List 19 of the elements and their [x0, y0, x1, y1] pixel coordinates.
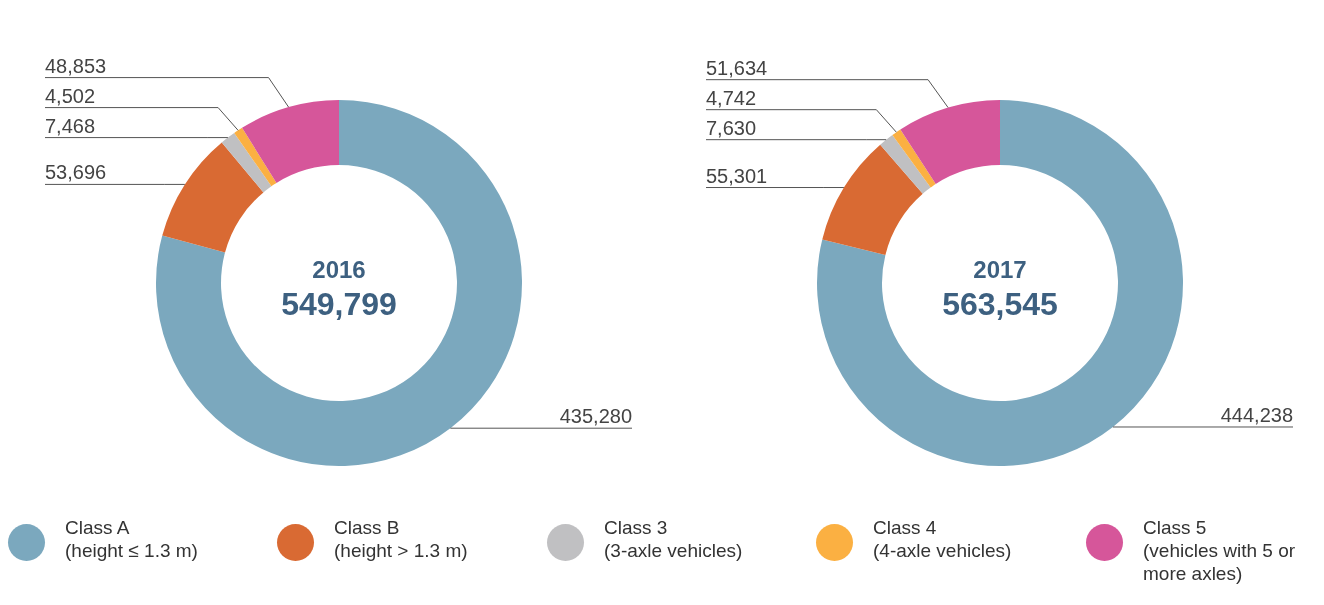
text: 2016: [312, 256, 366, 283]
legend-label: Class B (height > 1.3 m): [334, 516, 468, 562]
data-label: 4,502: [45, 84, 96, 107]
data-label: 51,634: [706, 56, 768, 79]
legend-label: Class 4 (4-axle vehicles): [873, 516, 1012, 562]
legend-label: Class A (height ≤ 1.3 m): [65, 516, 198, 562]
text: 549,799: [281, 286, 397, 322]
text: 563,545: [942, 286, 1058, 322]
data-label: 53,696: [45, 161, 107, 184]
data-label: 7,630: [706, 116, 757, 139]
data-label: 48,853: [45, 54, 107, 77]
text: 2017: [973, 256, 1027, 283]
data-label: 444,238: [1220, 403, 1293, 426]
data-label: 435,280: [559, 405, 632, 428]
legend-label: Class 3 (3-axle vehicles): [604, 516, 743, 562]
data-label: 7,468: [45, 114, 96, 137]
data-label: 4,742: [706, 86, 757, 109]
legend-label: Class 5 (vehicles with 5 or more axles): [1143, 516, 1296, 585]
data-label: 55,301: [706, 164, 768, 187]
